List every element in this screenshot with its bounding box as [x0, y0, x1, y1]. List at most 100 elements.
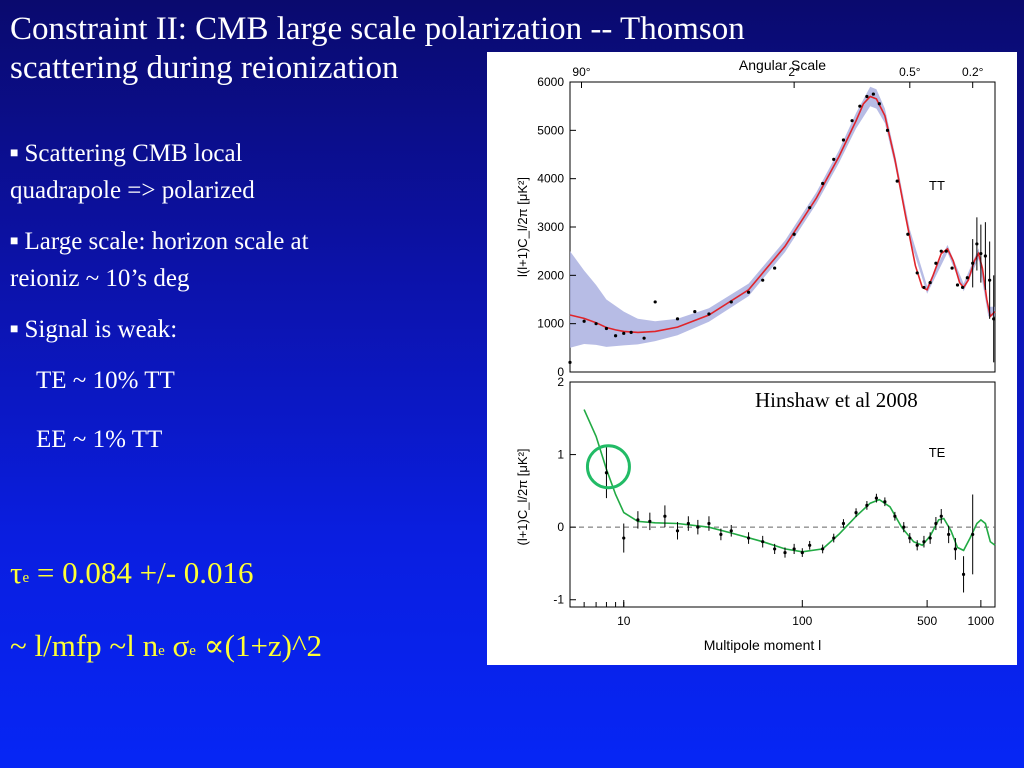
- bullet-text: Large scale: horizon scale at: [24, 228, 309, 255]
- te-data-point: [971, 532, 975, 537]
- tt-data-point: [832, 157, 836, 161]
- te-data-point: [636, 518, 640, 522]
- te-y-tick-label: 0: [557, 520, 564, 534]
- te-data-point: [939, 514, 943, 518]
- bullet-text: Signal is weak:: [24, 316, 178, 343]
- tau-value: = 0.084 +/- 0.016: [29, 555, 254, 590]
- te-data-point: [707, 521, 711, 526]
- tt-data-point: [944, 249, 948, 253]
- te-x-axis-label: Multipole moment l: [704, 637, 822, 653]
- slide-title: Constraint II: CMB large scale polarizat…: [10, 10, 1010, 88]
- te-data-point: [953, 547, 957, 551]
- tt-y-tick-label: 0: [557, 365, 564, 379]
- te-data-point: [808, 543, 812, 547]
- top-axis-label: Angular Scale: [739, 57, 826, 73]
- tt-data-point: [950, 266, 954, 270]
- tt-data-point: [729, 300, 733, 304]
- tt-data-point: [928, 280, 932, 285]
- formula-sub: e: [158, 643, 165, 659]
- tt-data-point: [922, 285, 926, 290]
- highlight-circle: [585, 444, 631, 490]
- tt-data-point: [629, 330, 633, 334]
- tt-data-point: [895, 179, 899, 183]
- tt-y-tick-label: 6000: [537, 75, 564, 89]
- te-x-tick-label: 100: [792, 614, 812, 628]
- top-angle-tick-label: 90°: [572, 65, 590, 79]
- square-bullet-icon: ■: [10, 146, 19, 161]
- tt-data-point: [746, 290, 751, 294]
- formula-part: ∝(1+z)^2: [195, 628, 323, 663]
- te-data-point: [648, 519, 652, 523]
- te-data-point: [928, 536, 932, 540]
- te-y-tick-label: 2: [557, 375, 564, 389]
- tt-data-point: [960, 285, 965, 290]
- formula-sub: e: [189, 643, 196, 659]
- bullet-item: ■ Scattering CMB local quadrapole => pola…: [10, 135, 480, 209]
- te-y-tick-label: 1: [557, 448, 564, 462]
- tt-data-point: [906, 232, 910, 236]
- te-y-tick-label: -1: [553, 593, 564, 607]
- tau-subscript: e: [22, 570, 30, 586]
- te-data-point: [821, 547, 825, 551]
- bullet-item: ■ Signal is weak:: [10, 311, 480, 348]
- bullet-text: Scattering CMB local: [24, 140, 243, 167]
- te-data-point: [783, 550, 787, 555]
- tau-symbol: τ: [10, 555, 23, 590]
- te-data-point: [773, 547, 777, 551]
- bullet-text-cont: reioniz ~ 10’s deg: [10, 265, 190, 292]
- tt-data-point: [841, 138, 846, 142]
- tt-data-point: [582, 319, 586, 323]
- tt-data-point: [594, 322, 598, 326]
- tt-data-point: [622, 331, 626, 335]
- formula-part: ~ l/mfp ~l n: [10, 628, 159, 663]
- tt-data-point: [707, 312, 711, 316]
- tt-y-tick-label: 2000: [537, 268, 564, 282]
- top-angle-tick-label: 0.5°: [899, 65, 921, 79]
- te-data-point: [947, 532, 951, 537]
- te-data-point: [961, 572, 966, 576]
- te-x-tick-label: 10: [617, 614, 631, 628]
- te-data-point: [729, 529, 733, 533]
- tt-data-point: [568, 360, 572, 364]
- tt-data-point: [915, 271, 919, 275]
- tt-data-point: [821, 181, 825, 186]
- sub-item: EE ~ 1% TT: [36, 426, 163, 453]
- tt-data-point: [761, 278, 765, 282]
- tt-data-point: [965, 276, 969, 280]
- tt-data-point: [675, 317, 680, 321]
- tt-data-point: [865, 94, 869, 99]
- tt-data-point: [885, 128, 890, 132]
- te-data-point: [922, 540, 926, 544]
- te-data-point: [934, 521, 938, 526]
- te-data-point: [893, 514, 897, 518]
- bullet-item: ■ Large scale: horizon scale at reioniz ~…: [10, 223, 480, 297]
- te-data-point: [696, 525, 700, 529]
- te-data-point: [883, 500, 887, 504]
- te-data-point: [800, 550, 804, 555]
- tt-cosmic-variance-band: [570, 86, 995, 348]
- top-angle-tick-label: 2°: [788, 65, 800, 79]
- tt-data-point: [773, 266, 777, 270]
- tt-data-point: [858, 104, 862, 108]
- te-x-tick-label: 500: [917, 614, 937, 628]
- tt-data-point: [642, 336, 646, 340]
- tt-data-point: [808, 206, 812, 210]
- te-data-point: [675, 529, 680, 533]
- tt-y-axis-label: l(l+1)C_l/2π [μK²]: [515, 177, 530, 277]
- tt-y-tick-label: 1000: [537, 317, 564, 331]
- tt-data-point: [653, 300, 657, 304]
- cmb-spectrum-figure: 0 1000 2000 3000 4000 5000 6000 90° 2° 0.5° 0.2° An…: [487, 52, 1017, 665]
- te-data-point: [874, 496, 879, 500]
- te-data-point: [622, 536, 626, 540]
- tt-data-point: [871, 92, 875, 96]
- title-line-2: scattering during reionization: [10, 50, 399, 86]
- tt-data-point: [877, 102, 881, 106]
- tt-model-curve: [569, 95, 996, 334]
- bullet-list: ■ Scattering CMB local quadrapole => pola…: [10, 135, 480, 480]
- formula-part: σ: [164, 628, 190, 663]
- tt-data-point: [613, 334, 618, 338]
- te-data-point: [854, 511, 858, 515]
- figure-credit: Hinshaw et al 2008: [753, 388, 920, 413]
- te-y-axis-label: (l+1)C_l/2π [μK²]: [515, 448, 530, 545]
